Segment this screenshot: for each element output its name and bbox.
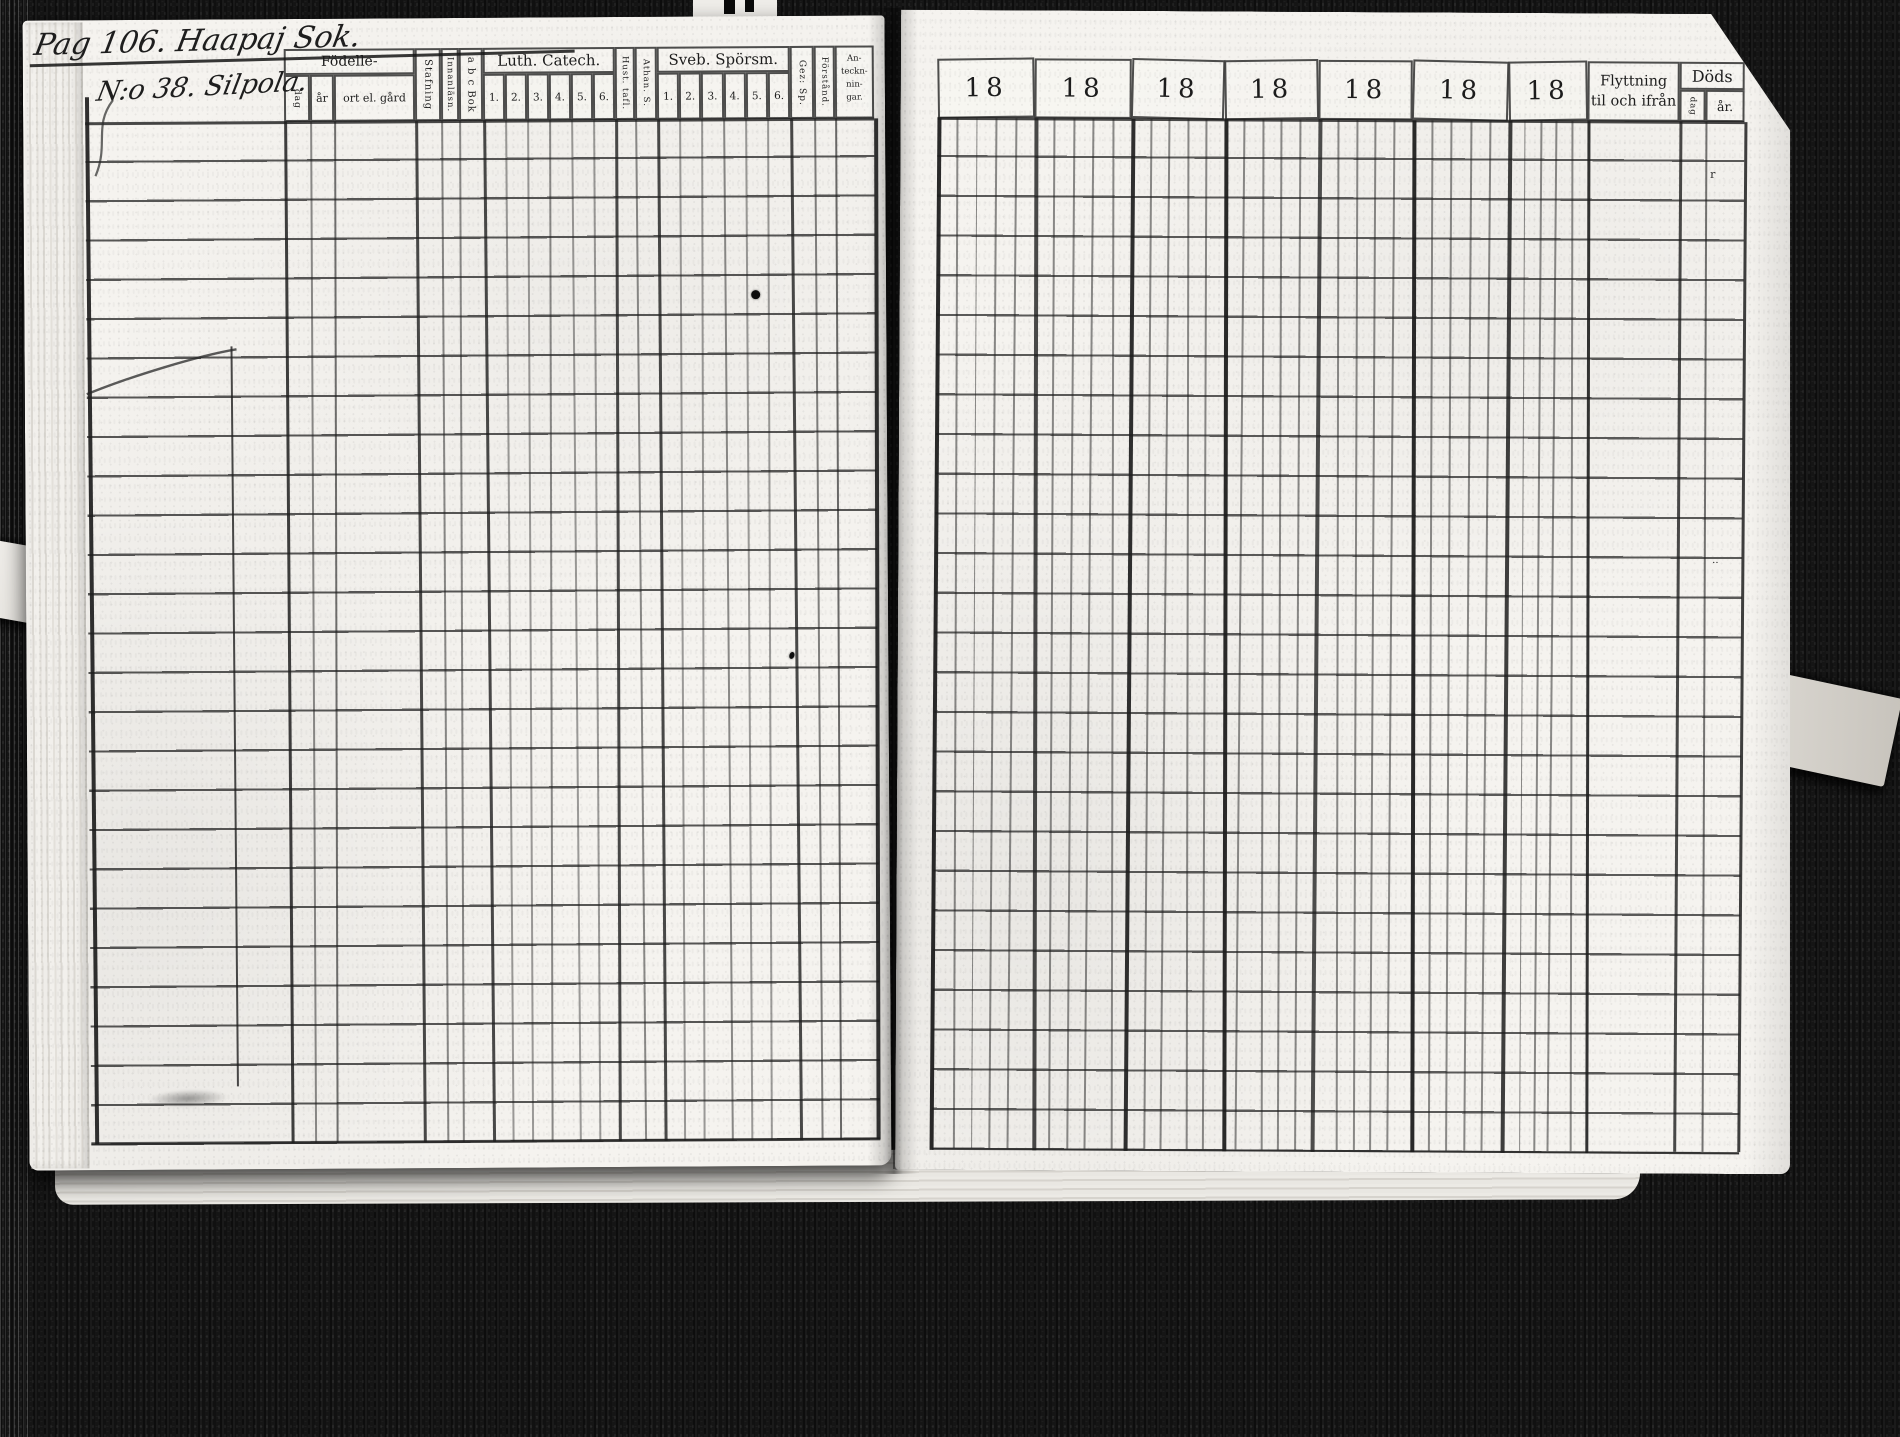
header-stafning: Stafning — [414, 48, 442, 122]
header-fodelle-ort: ort el. gård — [333, 74, 416, 122]
header-year: 18 — [1318, 60, 1412, 120]
header-athan: Athan. S. — [634, 46, 658, 120]
header-sveb-col: 3. — [701, 72, 724, 120]
header-dods-label: Döds — [1680, 62, 1745, 90]
header-anteckningar-line: nin- — [846, 79, 863, 90]
header-year: 18 — [1508, 61, 1588, 122]
header-sveb-col: 4. — [723, 72, 746, 120]
left-page-edge-strip — [24, 22, 90, 1169]
header-anteckningar: An-teckn-nin-gar. — [834, 45, 875, 119]
header-abcbok: a b c Bok — [458, 47, 484, 121]
top-ink-mark — [724, 0, 735, 14]
header-sveb-col: 2. — [679, 72, 702, 120]
stray-mark: ·· — [1712, 557, 1719, 569]
header-luth-col: 1. — [482, 73, 506, 121]
left-page: Pag 106. Haapaj Sok. N:o 38. Silpola. Fö… — [22, 15, 892, 1171]
header-flyttning: Flyttning til och ifrån — [1587, 61, 1679, 121]
header-hust-tafl: Hust. tafl. — [614, 46, 636, 121]
header-fodelle-ar: år — [309, 74, 335, 122]
header-year: 18 — [1034, 58, 1131, 119]
header-luth-col: 5. — [570, 73, 594, 121]
ink-blot — [751, 290, 761, 300]
right-page: r ·· 18 18 18 18 18 18 18 Flyttning til och ifrå… — [895, 10, 1796, 1175]
header-sveb-col: 6. — [767, 71, 791, 120]
top-ink-mark — [745, 0, 754, 12]
header-anteckningar-line: gar. — [846, 92, 863, 103]
header-luth-col: 3. — [526, 73, 550, 121]
header-luth-col: 4. — [548, 73, 572, 121]
header-year: 18 — [1131, 58, 1225, 120]
header-dods-dag: dag — [1679, 90, 1705, 122]
header-year: 18 — [1224, 59, 1319, 120]
grid-rows-left — [85, 117, 881, 1146]
header-dods-ar: år. — [1705, 90, 1744, 122]
header-innanlasn: Innanläsn. — [440, 47, 460, 122]
flyttning-line2: til och ifrån — [1590, 93, 1677, 110]
header-luth-col: 2. — [504, 73, 528, 121]
header-anteckningar-line: An- — [846, 53, 862, 64]
handwriting-flourish — [94, 99, 114, 177]
header-luth-col: 6. — [592, 73, 616, 121]
header-gez-sp: Gez: Sp. — [789, 45, 815, 119]
flyttning-line1: Flyttning — [1600, 73, 1668, 90]
header-sveb-label: Sveb. Spörsm. — [656, 45, 790, 73]
header-anteckningar-line: teckn- — [840, 66, 868, 77]
header-sveb-col: 1. — [656, 72, 680, 120]
header-sveb-col: 5. — [745, 72, 769, 120]
header-forstand: Förstånd. — [813, 45, 836, 119]
ink-smudge — [147, 1088, 229, 1110]
header-year: 18 — [1412, 59, 1509, 121]
header-year: 18 — [937, 57, 1035, 118]
handwriting-flourish — [86, 348, 237, 396]
stray-mark: r — [1710, 167, 1716, 181]
